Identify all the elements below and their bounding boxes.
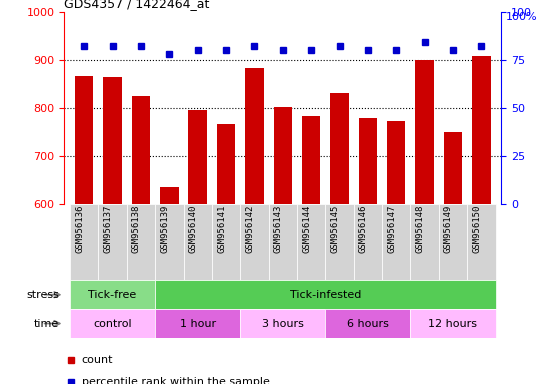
- Bar: [155, 280, 496, 309]
- Bar: [127, 204, 155, 280]
- Bar: [217, 124, 235, 384]
- Text: Tick-free: Tick-free: [88, 290, 137, 300]
- Text: 1 hour: 1 hour: [180, 318, 216, 329]
- Text: GSM956137: GSM956137: [104, 205, 113, 253]
- Bar: [382, 204, 410, 280]
- Bar: [387, 121, 405, 384]
- Text: GDS4357 / 1422464_at: GDS4357 / 1422464_at: [64, 0, 210, 10]
- Bar: [467, 204, 496, 280]
- Bar: [99, 204, 127, 280]
- Text: percentile rank within the sample: percentile rank within the sample: [82, 377, 270, 384]
- Bar: [240, 309, 325, 338]
- Bar: [245, 68, 264, 384]
- Bar: [132, 96, 150, 384]
- Text: GSM956150: GSM956150: [472, 205, 482, 253]
- Text: GSM956138: GSM956138: [132, 205, 141, 253]
- Text: time: time: [34, 318, 59, 329]
- Text: GSM956147: GSM956147: [388, 205, 396, 253]
- Bar: [297, 204, 325, 280]
- Text: GSM956144: GSM956144: [302, 205, 311, 253]
- Bar: [155, 309, 240, 338]
- Bar: [410, 204, 439, 280]
- Bar: [70, 309, 155, 338]
- Text: GSM956136: GSM956136: [75, 205, 84, 253]
- Text: 100%: 100%: [505, 12, 537, 22]
- Text: control: control: [94, 318, 132, 329]
- Text: stress: stress: [26, 290, 59, 300]
- Text: GSM956148: GSM956148: [416, 205, 424, 253]
- Text: GSM956149: GSM956149: [444, 205, 453, 253]
- Bar: [274, 106, 292, 384]
- Bar: [269, 204, 297, 280]
- Text: GSM956139: GSM956139: [160, 205, 169, 253]
- Bar: [358, 118, 377, 384]
- Bar: [439, 204, 467, 280]
- Text: 3 hours: 3 hours: [262, 318, 304, 329]
- Text: Tick-infested: Tick-infested: [290, 290, 361, 300]
- Bar: [354, 204, 382, 280]
- Bar: [444, 131, 462, 384]
- Bar: [70, 204, 99, 280]
- Bar: [410, 309, 496, 338]
- Bar: [70, 280, 155, 309]
- Text: GSM956143: GSM956143: [274, 205, 283, 253]
- Text: GSM956141: GSM956141: [217, 205, 226, 253]
- Bar: [240, 204, 269, 280]
- Text: GSM956142: GSM956142: [245, 205, 254, 253]
- Bar: [155, 204, 184, 280]
- Bar: [104, 77, 122, 384]
- Bar: [184, 204, 212, 280]
- Bar: [212, 204, 240, 280]
- Bar: [302, 116, 320, 384]
- Text: 12 hours: 12 hours: [428, 318, 478, 329]
- Bar: [416, 60, 434, 384]
- Bar: [472, 56, 491, 384]
- Text: GSM956140: GSM956140: [189, 205, 198, 253]
- Bar: [189, 110, 207, 384]
- Text: 6 hours: 6 hours: [347, 318, 389, 329]
- Bar: [325, 309, 410, 338]
- Bar: [330, 93, 349, 384]
- Text: GSM956145: GSM956145: [330, 205, 339, 253]
- Bar: [160, 187, 179, 384]
- Bar: [325, 204, 354, 280]
- Bar: [75, 76, 94, 384]
- Text: GSM956146: GSM956146: [359, 205, 368, 253]
- Text: count: count: [82, 354, 113, 364]
